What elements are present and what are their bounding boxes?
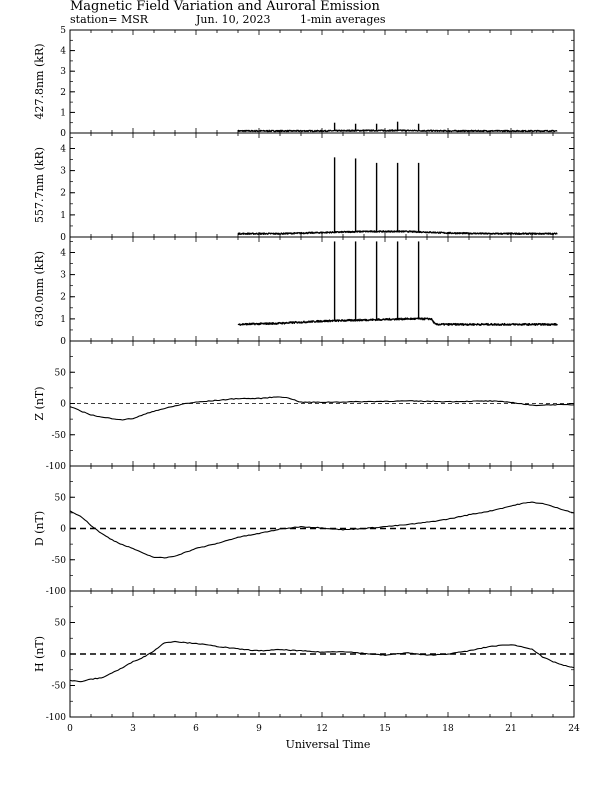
- x-tick-label: 12: [316, 724, 327, 734]
- x-tick-label: 18: [442, 724, 454, 734]
- y-axis-label: 557.7nm (kR): [33, 147, 46, 223]
- data-line: [69, 640, 575, 683]
- y-tick-label: 2: [60, 293, 66, 303]
- data-line: [237, 317, 558, 326]
- averaging-label: 1-min averages: [300, 13, 386, 26]
- x-tick-label: 3: [130, 724, 136, 734]
- x-tick-label: 24: [568, 724, 580, 734]
- x-tick-label: 21: [505, 724, 516, 734]
- y-tick-label: 3: [60, 67, 66, 77]
- y-tick-label: 1: [60, 315, 66, 325]
- chart-title: Magnetic Field Variation and Auroral Emi…: [70, 0, 380, 14]
- x-tick-label: 6: [193, 724, 199, 734]
- x-tick-label: 15: [379, 724, 391, 734]
- y-axis-label: 427.8nm (kR): [33, 43, 46, 119]
- y-tick-label: 4: [60, 248, 66, 258]
- y-tick-label: 3: [60, 271, 66, 281]
- y-tick-label: -50: [52, 682, 67, 692]
- y-tick-label: -50: [52, 556, 67, 566]
- y-tick-label: 0: [60, 400, 66, 410]
- y-tick-label: 0: [60, 525, 66, 535]
- y-tick-label: 2: [60, 88, 66, 98]
- date-label: Jun. 10, 2023: [195, 13, 271, 26]
- y-tick-label: 50: [55, 493, 67, 503]
- y-tick-label: 0: [60, 337, 66, 347]
- y-tick-label: -100: [46, 713, 66, 723]
- y-tick-label: 0: [60, 650, 66, 660]
- y-tick-label: -50: [52, 431, 67, 441]
- y-tick-label: 0: [60, 233, 66, 243]
- y-tick-label: 1: [60, 108, 66, 118]
- panel-frame: [69, 29, 575, 134]
- y-axis-label: 630.0nm (kR): [33, 251, 46, 327]
- y-tick-label: 1: [60, 211, 66, 221]
- y-tick-label: 0: [60, 129, 66, 139]
- y-tick-label: 4: [60, 47, 66, 57]
- data-line: [69, 501, 575, 559]
- y-tick-label: 5: [60, 26, 66, 36]
- y-tick-label: 3: [60, 167, 66, 177]
- data-line: [237, 230, 558, 235]
- data-line: [237, 129, 558, 133]
- y-axis-label: H (nT): [33, 636, 46, 672]
- y-axis-label: Z (nT): [33, 386, 46, 420]
- x-tick-label: 0: [67, 724, 73, 734]
- y-tick-label: 50: [55, 368, 67, 378]
- x-axis-label: Universal Time: [286, 738, 371, 751]
- y-tick-label: 4: [60, 144, 66, 154]
- x-tick-label: 9: [256, 724, 262, 734]
- y-axis-label: D (nT): [33, 511, 46, 546]
- y-tick-label: -100: [46, 587, 66, 597]
- y-tick-label: 50: [55, 619, 67, 629]
- y-tick-label: -100: [46, 462, 66, 472]
- y-tick-label: 2: [60, 189, 66, 199]
- data-line: [69, 396, 575, 421]
- station-label: station= MSR: [70, 13, 149, 26]
- panel-frame: [69, 132, 575, 238]
